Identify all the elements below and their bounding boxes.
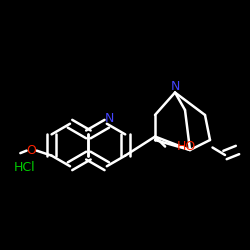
Text: N: N [104, 112, 114, 125]
Text: HCl: HCl [14, 161, 36, 174]
Text: O: O [27, 144, 36, 157]
Text: HO: HO [176, 140, 196, 153]
Text: N: N [170, 80, 180, 93]
